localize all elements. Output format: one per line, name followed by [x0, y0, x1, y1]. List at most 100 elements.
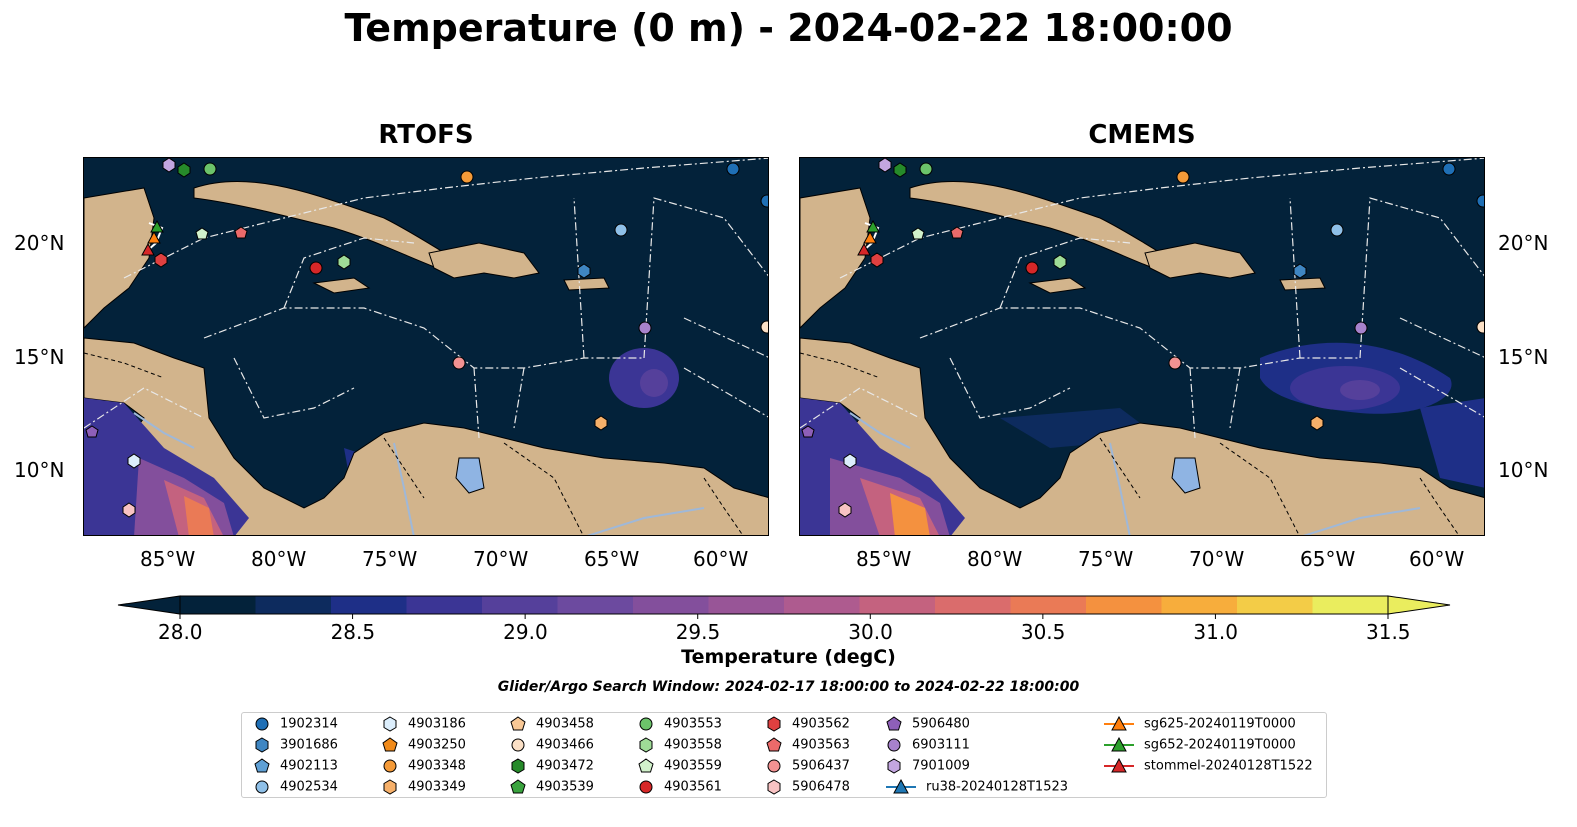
pentagon-marker-icon — [510, 716, 526, 731]
lon-label-right: 60°W — [1409, 547, 1465, 571]
legend-item: 7901009 — [886, 758, 970, 774]
colorbar-bin — [1010, 596, 1087, 614]
circle-marker-icon — [383, 759, 397, 773]
legend-label: sg625-20240119T0000 — [1144, 716, 1296, 732]
legend-label: 5906478 — [792, 779, 850, 795]
colorbar-bin — [1161, 596, 1238, 614]
legend-label: 4903558 — [664, 737, 722, 753]
legend-label: 4903349 — [408, 779, 466, 795]
colorbar-tick-label: 30.5 — [1020, 620, 1066, 644]
legend-label: 4902534 — [280, 779, 338, 795]
hexagon-marker-icon — [511, 758, 525, 774]
panel-title-cmems: CMEMS — [1088, 120, 1196, 150]
lon-label-right: 70°W — [1189, 547, 1245, 571]
hexagon-marker-icon — [887, 758, 901, 774]
legend-label: 4902113 — [280, 758, 338, 774]
colorbar-bin — [482, 596, 558, 614]
legend-label: 4903458 — [536, 716, 594, 732]
legend-item: 4903563 — [766, 737, 850, 753]
colorbar-bin — [180, 596, 256, 614]
hexagon-marker-icon — [639, 737, 653, 753]
circle-marker-icon — [255, 717, 269, 731]
colorbar-bin — [406, 596, 483, 614]
colorbar-frame — [179, 595, 1389, 615]
legend-item: 4903559 — [638, 758, 722, 774]
lat-label-right: 10°N — [1498, 458, 1549, 482]
legend-label: 5906480 — [912, 716, 970, 732]
colorbar-tick-label: 28.0 — [158, 620, 203, 644]
lon-label-right: 75°W — [1078, 547, 1134, 571]
colorbar-extend-high — [1387, 595, 1451, 615]
legend-label: 3901686 — [280, 737, 338, 753]
colorbar-bin — [708, 596, 785, 614]
legend-item: 3901686 — [254, 737, 338, 753]
legend-item: sg652-20240119T0000 — [1104, 736, 1296, 753]
legend-item: 4903472 — [510, 758, 594, 774]
hexagon-marker-icon — [383, 716, 397, 732]
lat-label-right: 20°N — [1498, 231, 1549, 255]
colorbar-tick-label: 29.5 — [675, 620, 721, 644]
colorbar-tick-label: 28.5 — [330, 620, 376, 644]
colorbar-bin — [784, 596, 860, 614]
colorbar-bin — [331, 596, 407, 614]
legend-item: 4903562 — [766, 716, 850, 732]
map-canvas-cmems — [800, 158, 1484, 535]
hexagon-marker-icon — [767, 716, 781, 732]
colorbar-bin — [557, 596, 634, 614]
lon-label-right: 80°W — [967, 547, 1023, 571]
lon-label-left: 65°W — [584, 547, 640, 571]
lat-label-left: 15°N — [14, 345, 65, 369]
legend-label: stommel-20240128T1522 — [1144, 758, 1313, 774]
lon-label-left: 80°W — [251, 547, 307, 571]
colorbar-tick-label: 29.0 — [503, 620, 548, 644]
lat-label-left: 10°N — [14, 458, 65, 482]
lat-label-right: 15°N — [1498, 345, 1549, 369]
triangle-line-marker-icon — [1104, 736, 1134, 752]
legend-label: 4903250 — [408, 737, 466, 753]
hexagon-marker-icon — [383, 779, 397, 795]
map-panel-cmems[interactable] — [799, 157, 1485, 536]
lat-label-left: 20°N — [14, 231, 65, 255]
legend-label: 6903111 — [912, 737, 970, 753]
legend-item: 4903553 — [638, 716, 722, 732]
pentagon-marker-icon — [766, 737, 782, 752]
circle-marker-icon — [639, 780, 653, 794]
circle-marker-icon — [767, 759, 781, 773]
colorbar-bin — [1312, 596, 1389, 614]
legend-item: 1902314 — [254, 716, 338, 732]
pentagon-marker-icon — [510, 779, 526, 794]
circle-marker-icon — [887, 738, 901, 752]
legend-label: 4903348 — [408, 758, 466, 774]
legend-label: sg652-20240119T0000 — [1144, 737, 1296, 753]
legend-label: 4903466 — [536, 737, 594, 753]
panel-title-rtofs: RTOFS — [378, 120, 474, 150]
map-panel-rtofs[interactable] — [83, 157, 769, 536]
map-canvas-rtofs — [84, 158, 768, 535]
colorbar-tick-label: 30.0 — [848, 620, 893, 644]
lon-label-left: 75°W — [362, 547, 418, 571]
pentagon-marker-icon — [638, 758, 654, 773]
lon-label-left: 60°W — [693, 547, 749, 571]
hexagon-marker-icon — [255, 737, 269, 753]
legend-item: 4903558 — [638, 737, 722, 753]
colorbar-label: Temperature (degC) — [681, 646, 896, 668]
legend-item: 5906480 — [886, 716, 970, 732]
legend-label: 4903562 — [792, 716, 850, 732]
colorbar-bin — [1086, 596, 1162, 614]
pentagon-marker-icon — [254, 758, 270, 773]
legend-label: 4903472 — [536, 758, 594, 774]
circle-marker-icon — [639, 717, 653, 731]
colorbar-tick-label: 31.5 — [1366, 620, 1411, 644]
legend-label: 4903559 — [664, 758, 722, 774]
legend-item: 4903539 — [510, 779, 594, 795]
legend: 1902314 3901686 4902113 4902534 4903186 49032… — [241, 712, 1327, 798]
legend-label: 4903561 — [664, 779, 722, 795]
legend-item: 4903561 — [638, 779, 722, 795]
colorbar-bin — [859, 596, 936, 614]
colorbar-bin — [255, 596, 332, 614]
legend-label: 5906437 — [792, 758, 850, 774]
hexagon-marker-icon — [767, 779, 781, 795]
colorbar-bin — [935, 596, 1011, 614]
colorbar-extend-low — [117, 595, 181, 615]
legend-item: ru38-20240128T1523 — [886, 778, 1068, 795]
